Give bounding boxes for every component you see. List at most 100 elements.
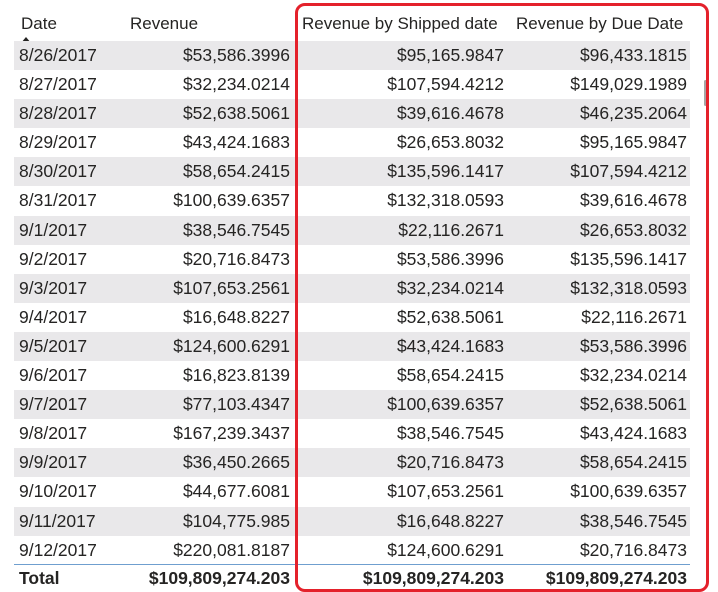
cell-date: 9/1/2017 [19,219,88,240]
column-header-revenue[interactable]: Revenue [130,14,199,33]
cell-revenue-by-shipped-date: $43,424.1683 [396,335,504,356]
cell-revenue: $107,653.2561 [173,277,290,298]
table-row[interactable]: 9/9/2017 $36,450.2665 $20,716.8473 $58,654.… [14,448,690,478]
cell-revenue-by-shipped-date: $95,165.9847 [396,45,504,65]
total-label: Total [19,568,60,588]
cell-revenue: $32,234.0214 [182,74,290,95]
table-body: 8/26/2017 $53,586.3996 $95,165.9847 $96,433… [14,41,690,565]
cell-revenue: $53,586.3996 [182,45,290,65]
table-row[interactable]: 8/29/2017 $43,424.1683 $26,653.8032 $95,165… [14,128,690,158]
cell-date: 8/28/2017 [19,103,97,124]
cell-revenue: $16,648.8227 [182,306,290,327]
table-row[interactable]: 8/26/2017 $53,586.3996 $95,165.9847 $96,433… [14,41,690,71]
cell-revenue-by-shipped-date: $20,716.8473 [396,452,504,473]
vertical-scrollbar[interactable] [701,44,709,564]
total-row: Total $109,809,274.203 $109,809,274.203 … [14,565,690,591]
cell-revenue: $38,546.7545 [182,219,290,240]
cell-date: 8/31/2017 [19,190,97,211]
table-row[interactable]: 9/3/2017 $107,653.2561 $32,234.0214 $132,31… [14,273,690,303]
cell-revenue-by-shipped-date: $38,546.7545 [396,423,504,444]
cell-revenue-by-shipped-date: $52,638.5061 [396,306,504,327]
table-row[interactable]: 9/8/2017 $167,239.3437 $38,546.7545 $43,424… [14,419,690,449]
cell-revenue: $36,450.2665 [182,452,290,473]
cell-revenue-by-shipped-date: $58,654.2415 [396,365,504,386]
total-revenue: $109,809,274.203 [148,568,290,588]
cell-revenue-by-due-date: $135,596.1417 [570,248,687,269]
column-header-date[interactable]: Date [21,14,57,33]
table-row[interactable]: 9/12/2017 $220,081.8187 $124,600.6291 $20,7… [14,535,690,565]
cell-date: 9/6/2017 [19,365,88,386]
cell-revenue-by-shipped-date: $16,648.8227 [396,510,504,531]
cell-revenue-by-due-date: $26,653.8032 [579,219,687,240]
table-row[interactable]: 9/5/2017 $124,600.6291 $43,424.1683 $53,586… [14,331,690,362]
table-row[interactable]: 9/4/2017 $16,648.8227 $52,638.5061 $22,116.… [14,302,690,332]
cell-revenue-by-due-date: $107,594.4212 [570,161,687,182]
cell-revenue-by-shipped-date: $26,653.8032 [396,132,504,153]
cell-revenue-by-shipped-date: $107,653.2561 [387,481,504,502]
cell-date: 8/29/2017 [19,132,97,153]
cell-revenue: $58,654.2415 [182,161,290,182]
table-row[interactable]: 8/28/2017 $52,638.5061 $39,616.4678 $46,235… [14,99,690,129]
cell-revenue-by-due-date: $39,616.4678 [579,190,687,211]
column-header-revenue-by-shipped-date[interactable]: Revenue by Shipped date [302,14,498,33]
cell-date: 9/3/2017 [19,277,88,298]
cell-revenue: $43,424.1683 [182,132,290,153]
cell-date: 8/26/2017 [19,45,97,65]
cell-revenue-by-shipped-date: $32,234.0214 [396,277,504,298]
cell-date: 9/7/2017 [19,394,88,415]
total-revenue-by-shipped-date: $109,809,274.203 [362,568,504,588]
cell-revenue-by-shipped-date: $135,596.1417 [387,161,504,182]
cell-revenue-by-due-date: $46,235.2064 [579,103,687,124]
table-row[interactable]: 8/30/2017 $58,654.2415 $135,596.1417 $107,5… [14,157,690,187]
cell-revenue-by-shipped-date: $124,600.6291 [387,539,504,560]
cell-revenue: $44,677.6081 [182,481,290,502]
table-row[interactable]: 9/11/2017 $104,775.985 $16,648.8227 $38,546… [14,506,690,536]
scrollbar-thumb[interactable] [704,80,707,106]
cell-date: 8/30/2017 [19,161,97,182]
cell-revenue-by-due-date: $53,586.3996 [579,335,687,356]
cell-revenue-by-due-date: $43,424.1683 [579,423,687,444]
total-revenue-by-due-date: $109,809,274.203 [545,568,687,588]
cell-date: 9/11/2017 [19,510,96,531]
cell-date: 8/27/2017 [19,74,97,95]
cell-date: 9/8/2017 [19,423,88,444]
cell-revenue: $52,638.5061 [182,103,290,124]
cell-date: 9/4/2017 [19,306,88,327]
cell-revenue-by-due-date: $132,318.0593 [570,277,687,298]
cell-revenue-by-due-date: $32,234.0214 [579,365,687,386]
cell-date: 9/10/2017 [19,481,97,502]
cell-revenue-by-due-date: $22,116.2671 [581,306,687,327]
cell-revenue-by-shipped-date: $107,594.4212 [387,74,504,95]
cell-revenue-by-due-date: $58,654.2415 [579,452,687,473]
table-row[interactable]: 9/2/2017 $20,716.8473 $53,586.3996 $135,596… [14,244,690,274]
cell-revenue: $167,239.3437 [173,423,290,444]
table-row[interactable]: 8/27/2017 $32,234.0214 $107,594.4212 $149,0… [14,70,690,100]
cell-revenue: $104,775.985 [182,510,290,531]
cell-revenue-by-shipped-date: $132,318.0593 [387,190,504,211]
total-separator [14,564,690,565]
cell-revenue: $77,103.4347 [182,394,290,415]
cell-date: 9/5/2017 [19,335,88,356]
cell-revenue-by-shipped-date: $22,116.2671 [398,219,504,240]
sort-ascending-icon[interactable] [21,37,31,43]
cell-revenue: $100,639.6357 [173,190,290,211]
cell-date: 9/9/2017 [19,452,88,473]
cell-revenue-by-due-date: $149,029.1989 [570,74,687,95]
cell-revenue-by-shipped-date: $39,616.4678 [396,103,504,124]
table-row[interactable]: 9/10/2017 $44,677.6081 $107,653.2561 $100,6… [14,477,690,507]
cell-revenue-by-due-date: $96,433.1815 [579,45,687,65]
table-row[interactable]: 9/6/2017 $16,823.8139 $58,654.2415 $32,234.… [14,361,690,391]
cell-revenue-by-due-date: $95,165.9847 [579,132,687,153]
column-header-revenue-by-due-date[interactable]: Revenue by Due Date [516,14,684,33]
cell-revenue: $220,081.8187 [173,539,290,560]
table-row[interactable]: 9/7/2017 $77,103.4347 $100,639.6357 $52,638… [14,390,690,420]
cell-revenue: $20,716.8473 [182,248,290,269]
cell-revenue-by-due-date: $52,638.5061 [579,394,687,415]
cell-revenue-by-due-date: $100,639.6357 [570,481,687,502]
cell-revenue: $124,600.6291 [173,335,290,356]
table-row[interactable]: 8/31/2017 $100,639.6357 $132,318.0593 $39,6… [14,186,690,216]
cell-date: 9/2/2017 [19,248,88,269]
cell-revenue-by-due-date: $20,716.8473 [579,539,687,560]
table-row[interactable]: 9/1/2017 $38,546.7545 $22,116.2671 $26,653.… [14,215,690,245]
